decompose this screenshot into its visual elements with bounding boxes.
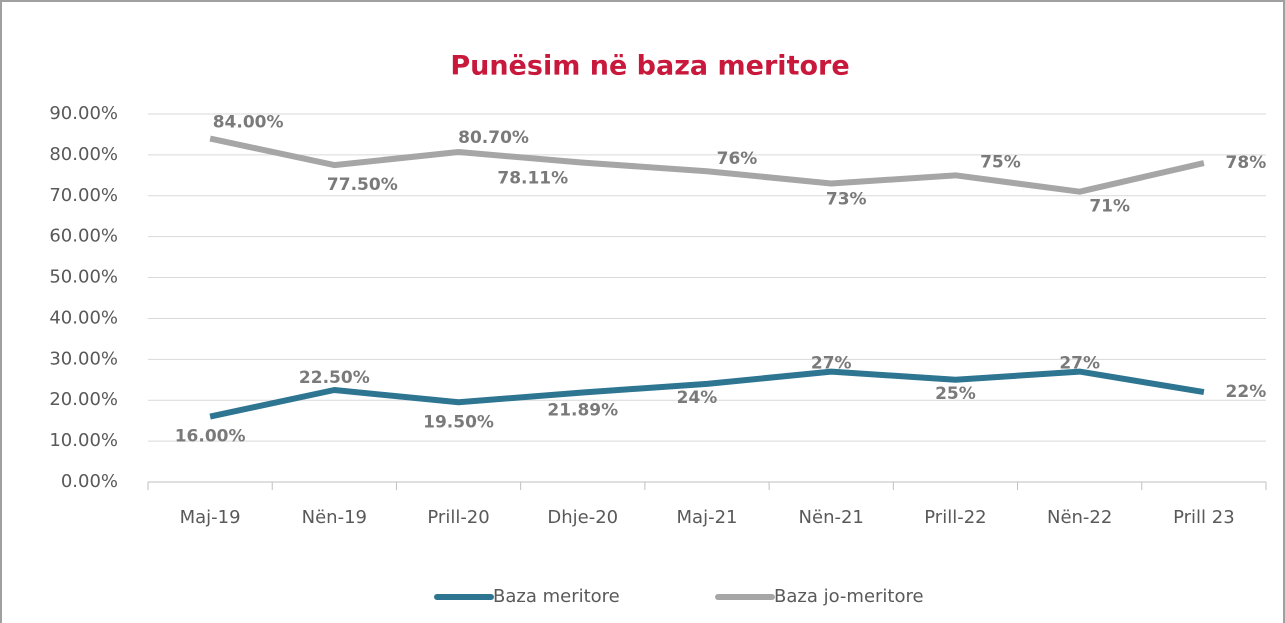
data-label: 77.50%: [327, 175, 398, 195]
data-label: 21.89%: [547, 400, 618, 420]
y-tick-label: 0.00%: [61, 471, 118, 492]
x-tick-label: Dhje-20: [547, 507, 618, 528]
chart-title: Punësim në baza meritore: [450, 51, 849, 82]
data-label: 24%: [677, 388, 718, 408]
y-tick-label: 50.00%: [49, 267, 118, 288]
x-tick-label: Prill-20: [427, 507, 489, 528]
x-tick-label: Prill 23: [1173, 507, 1235, 528]
data-label: 76%: [717, 149, 758, 169]
y-tick-label: 60.00%: [49, 226, 118, 247]
data-label: 78%: [1226, 153, 1267, 173]
x-tick-label: Prill-22: [924, 507, 986, 528]
data-label: 27%: [811, 354, 852, 374]
data-label: 80.70%: [458, 128, 529, 148]
x-tick-label: Maj-19: [180, 507, 241, 528]
x-tick-label: Nën-19: [302, 507, 367, 528]
series-line: [209, 135, 1205, 195]
data-label: 71%: [1089, 197, 1130, 217]
y-tick-label: 30.00%: [49, 348, 118, 369]
data-label: 75%: [980, 152, 1021, 172]
data-label: 25%: [935, 384, 976, 404]
x-tick-label: Nën-21: [799, 507, 864, 528]
data-label: 78.11%: [497, 169, 568, 189]
data-label: 22.50%: [299, 368, 370, 388]
y-tick-label: 10.00%: [49, 430, 118, 451]
x-tick-label: Maj-21: [677, 507, 738, 528]
data-label: 27%: [1059, 354, 1100, 374]
legend-label: Baza jo-meritore: [774, 586, 924, 607]
y-tick-label: 40.00%: [49, 307, 118, 328]
y-tick-label: 90.00%: [49, 103, 118, 124]
data-label: 22%: [1226, 382, 1267, 402]
data-label: 73%: [826, 190, 867, 210]
legend-label: Baza meritore: [493, 586, 620, 607]
data-label: 84.00%: [213, 113, 284, 133]
y-tick-label: 70.00%: [49, 185, 118, 206]
y-tick-label: 20.00%: [49, 389, 118, 410]
series-line: [209, 368, 1205, 420]
data-label: 16.00%: [175, 427, 246, 447]
y-tick-label: 80.00%: [49, 144, 118, 165]
x-tick-label: Nën-22: [1047, 507, 1112, 528]
data-label: 19.50%: [423, 412, 494, 432]
